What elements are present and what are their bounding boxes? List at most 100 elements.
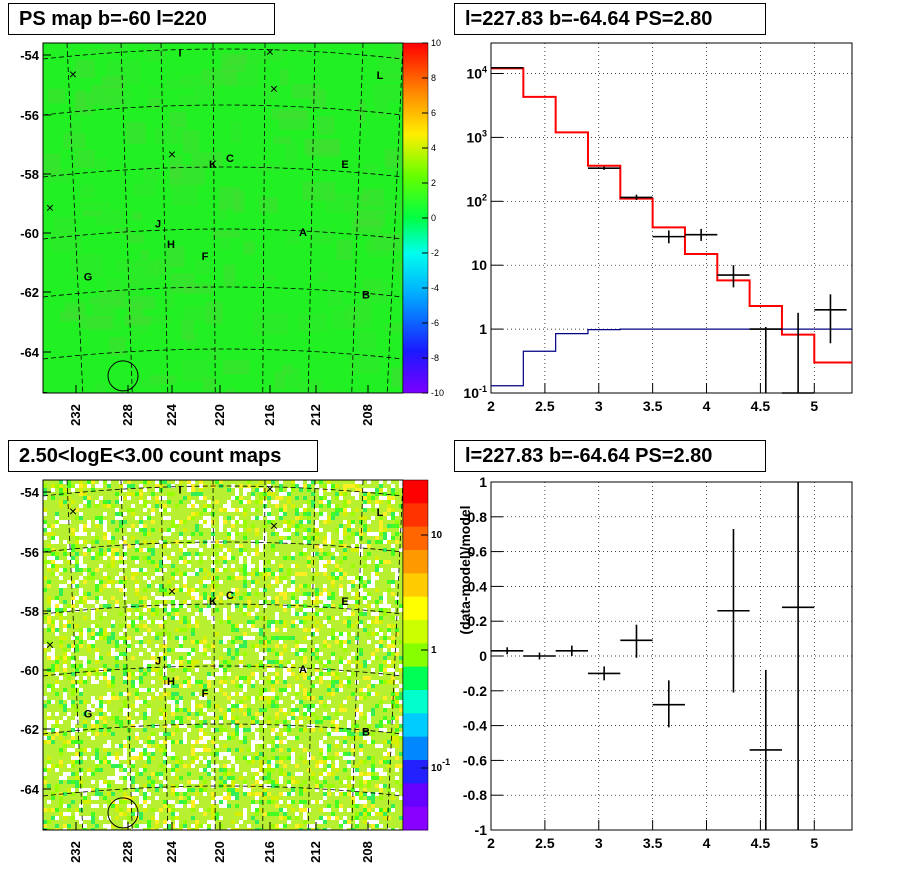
count-map-pixel: [315, 532, 319, 536]
count-map-pixel: [399, 548, 403, 552]
count-map-pixel: [195, 584, 199, 588]
count-map-pixel: [75, 708, 79, 712]
count-map-pixel: [91, 644, 95, 648]
count-map-pixel: [399, 608, 403, 612]
count-map-pixel: [359, 648, 363, 652]
count-map-pixel: [67, 824, 71, 828]
count-map-pixel: [287, 540, 291, 544]
count-map-pixel: [303, 628, 307, 632]
count-map-pixel: [75, 808, 79, 812]
count-map-pixel: [299, 484, 303, 488]
count-map-pixel: [291, 800, 295, 804]
count-map-pixel: [147, 504, 151, 508]
count-map-pixel: [399, 668, 403, 672]
count-map-pixel: [239, 576, 243, 580]
count-map-pixel: [115, 772, 119, 776]
count-map-pixel: [63, 600, 67, 604]
count-map-pixel: [91, 636, 95, 640]
count-map-pixel: [43, 560, 47, 564]
count-map-pixel: [327, 688, 331, 692]
count-map-pixel: [275, 636, 279, 640]
count-map-pixel: [267, 764, 271, 768]
count-map-pixel: [395, 744, 399, 748]
source-label-H: H: [167, 676, 175, 688]
count-map-pixel: [75, 680, 79, 684]
count-map-pixel: [259, 656, 263, 660]
count-map-pixel: [295, 764, 299, 768]
count-map-pixel: [315, 572, 319, 576]
count-map-pixel: [211, 568, 215, 572]
count-map-pixel: [171, 528, 175, 532]
count-map-pixel: [359, 800, 363, 804]
count-map-pixel: [235, 636, 239, 640]
count-map-pixel: [359, 780, 363, 784]
count-map-pixel: [67, 484, 71, 488]
colorbar-band: [403, 690, 428, 714]
count-map-pixel: [175, 612, 179, 616]
count-map-pixel: [55, 692, 59, 696]
count-map-pixel: [227, 708, 231, 712]
meridian-line: [351, 480, 364, 830]
count-map-pixel: [251, 672, 255, 676]
count-map-pixel: [347, 620, 351, 624]
count-map-pixel: [99, 600, 103, 604]
count-map-pixel: [55, 828, 59, 830]
count-map-pixel: [103, 632, 107, 636]
count-map-pixel: [291, 612, 295, 616]
count-map-pixel: [343, 816, 347, 820]
count-map-pixel: [191, 700, 195, 704]
count-map-pixel: [399, 484, 403, 488]
count-map-pixel: [383, 696, 387, 700]
count-map-pixel: [319, 696, 323, 700]
count-map-pixel: [99, 712, 103, 716]
count-map-pixel: [363, 760, 367, 764]
colorbar-tick-label: 10: [431, 530, 443, 541]
count-map-pixel: [323, 748, 327, 752]
count-map-pixel: [283, 816, 287, 820]
count-map-pixel: [387, 704, 391, 708]
count-map-pixel: [323, 752, 327, 756]
count-map-pixel: [319, 744, 323, 748]
count-map-pixel: [331, 656, 335, 660]
count-map-pixel: [135, 644, 139, 648]
count-map-pixel: [143, 728, 147, 732]
count-map-pixel: [199, 640, 203, 644]
count-map-pixel: [99, 792, 103, 796]
count-map-pixel: [291, 776, 295, 780]
count-map-pixel: [55, 596, 59, 600]
count-map-pixel: [219, 736, 223, 740]
count-map-pixel: [131, 556, 135, 560]
count-map-pixel: [375, 600, 379, 604]
source-cross-marker: ×: [168, 583, 176, 599]
count-map-pixel: [227, 552, 231, 556]
count-map-pixel: [63, 624, 67, 628]
count-map-pixel: [143, 644, 147, 648]
count-map-pixel: [243, 512, 247, 516]
count-map-pixel: [387, 652, 391, 656]
count-map-pixel: [99, 628, 103, 632]
count-map-pixel: [211, 792, 215, 796]
meridian-line: [66, 43, 84, 393]
count-map-pixel: [387, 588, 391, 592]
count-map-pixel: [127, 480, 131, 484]
count-map-pixel: [303, 708, 307, 712]
count-map-pixel: [191, 652, 195, 656]
count-map-pixel: [175, 816, 179, 820]
count-map-pixel: [199, 808, 203, 812]
count-map-pixel: [163, 596, 167, 600]
count-map-pixel: [179, 480, 183, 484]
count-map-pixel: [351, 804, 355, 808]
count-map-pixel: [123, 484, 127, 488]
count-map-pixel: [287, 684, 291, 688]
count-map-pixel: [323, 536, 327, 540]
count-map-pixel: [63, 620, 67, 624]
count-map-pixel: [383, 596, 387, 600]
count-map-pixel: [395, 724, 399, 728]
count-map-pixel: [179, 544, 183, 548]
count-map-pixel: [87, 704, 91, 708]
count-map-pixel: [235, 716, 239, 720]
count-map-pixel: [163, 560, 167, 564]
count-map-pixel: [151, 780, 155, 784]
count-map-pixel: [371, 768, 375, 772]
count-map-pixel: [167, 556, 171, 560]
